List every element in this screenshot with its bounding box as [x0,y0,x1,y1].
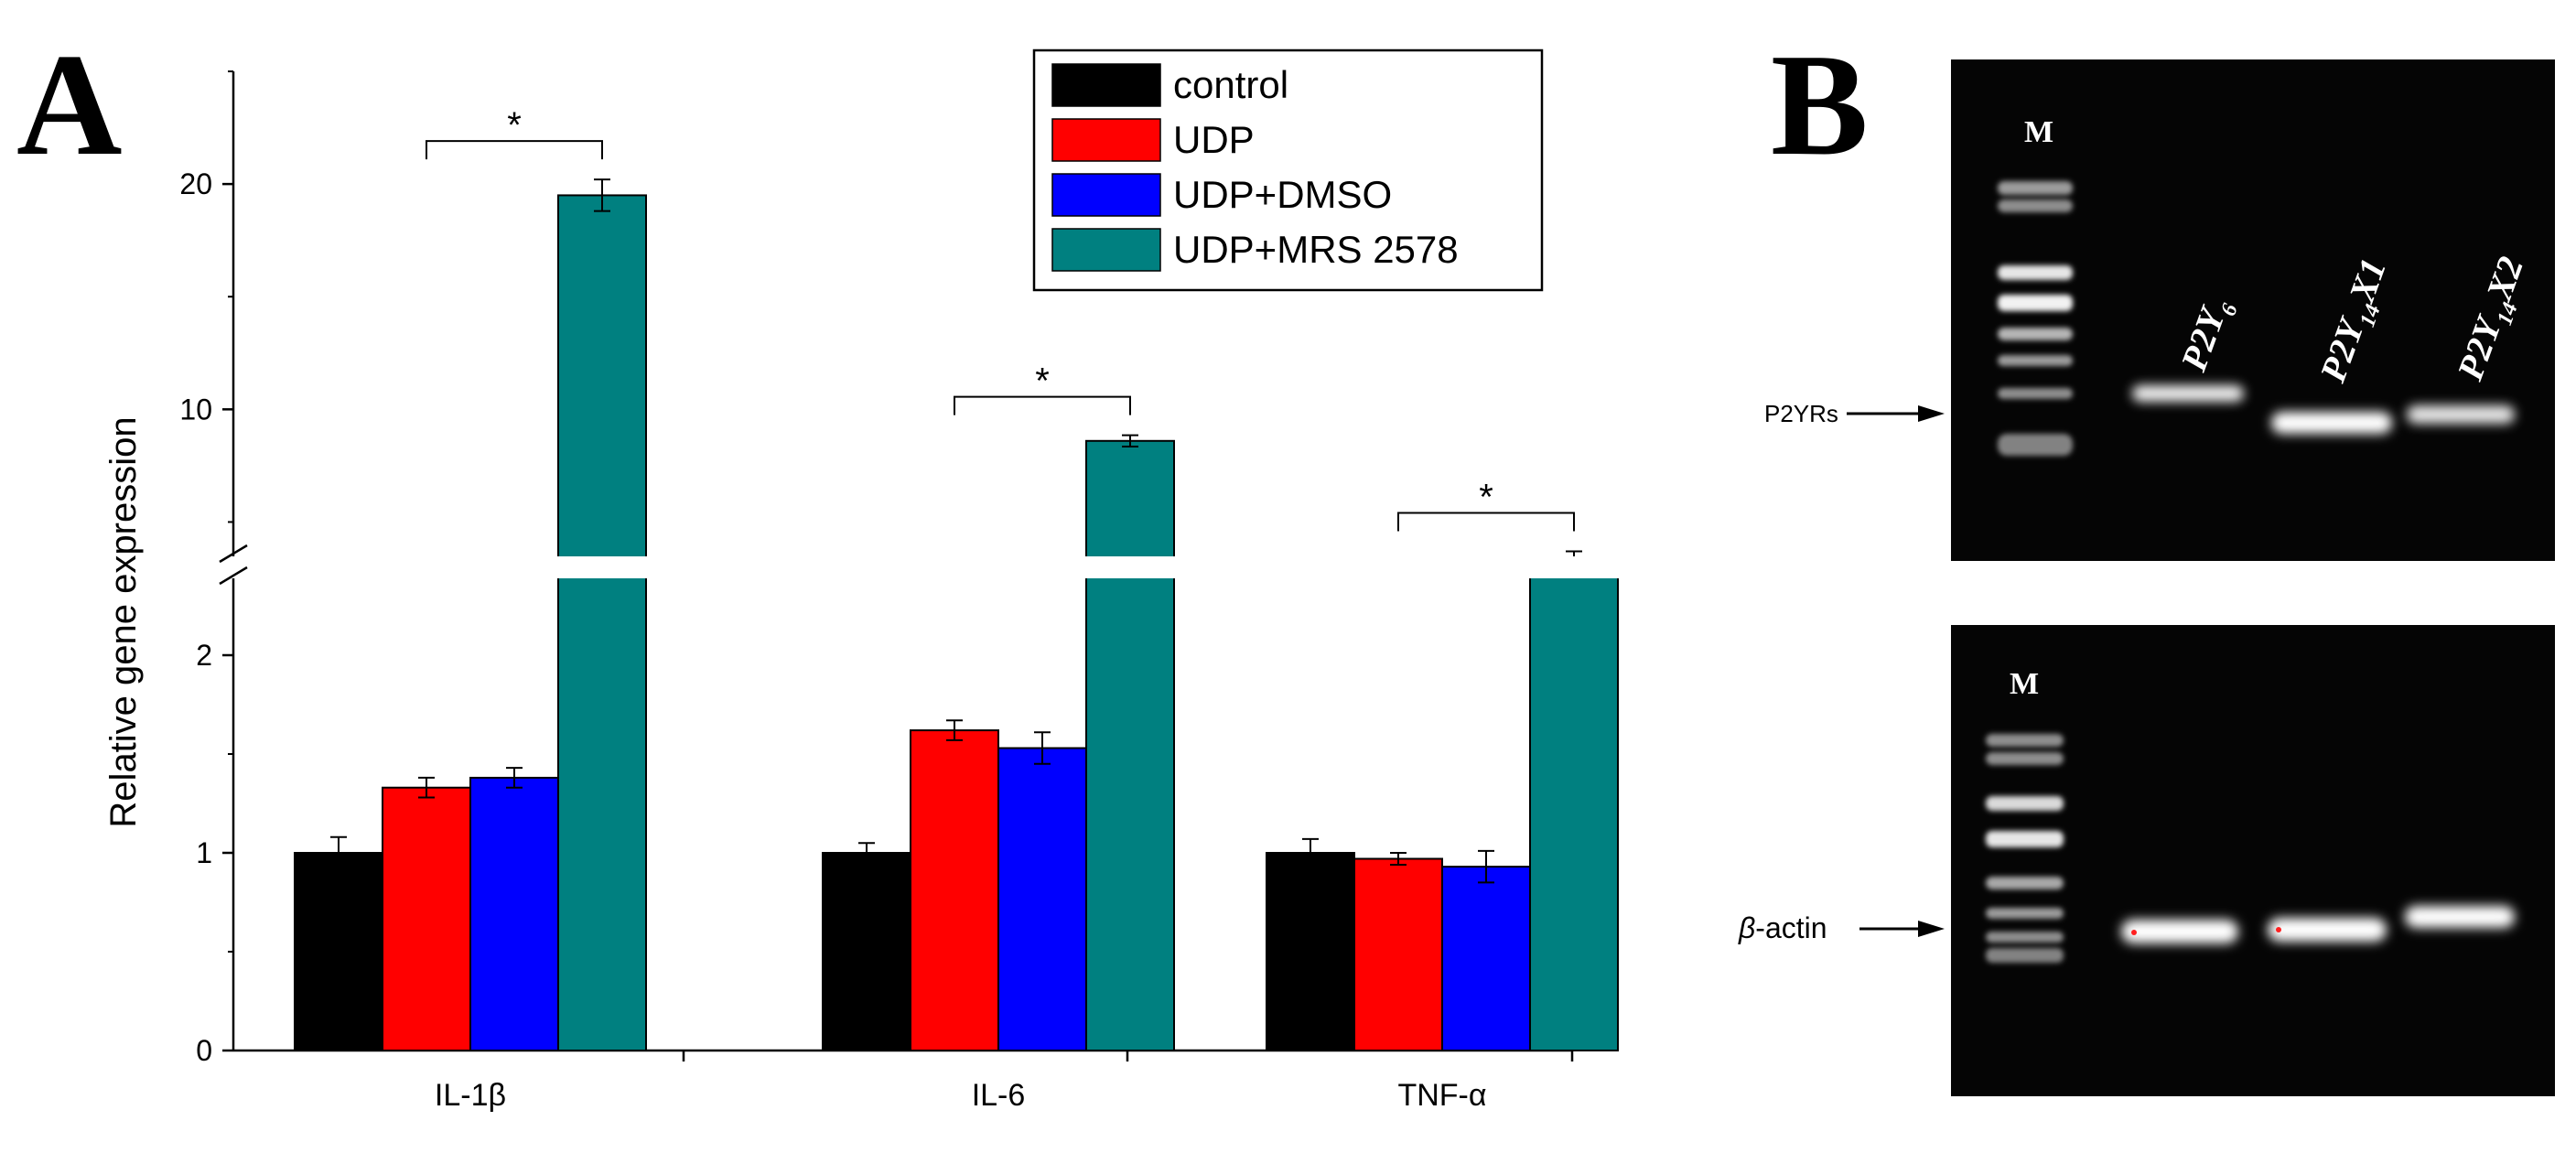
significance-star: * [1035,361,1050,402]
y-tick-label: 20 [179,167,212,200]
significance-bracket [954,395,1131,415]
y-tick-label: 1 [196,836,212,869]
band-actin-3 [2405,906,2515,928]
x-tick-label: IL-1β [435,1078,506,1113]
band-actin-1 [2121,920,2238,943]
legend: control UDP UDP+DMSO UDP+MRS 2578 [1032,48,1544,292]
bar [1529,561,1619,1051]
ladder-band [1986,877,2064,889]
panel-b-letter: B [1771,23,1869,186]
bottom-gel-ladder [1986,734,2064,963]
bars [294,194,1619,1052]
axis-break-mark [219,566,248,586]
y-ticks: 0 1 2 10 20 [179,70,233,1067]
axis-break-mark [219,544,248,564]
legend-swatch [1051,173,1161,217]
bar [1085,439,1175,1051]
legend-label: UDP [1173,118,1255,161]
ladder-band [1986,734,2064,747]
red-spot [2131,930,2137,935]
x-tick-label: TNF-α [1397,1078,1486,1113]
bar [822,852,911,1051]
bar-breaks [556,556,1620,578]
legend-label: UDP+DMSO [1173,173,1392,216]
bar [997,747,1087,1052]
x-tick-labels: IL-1β IL-6 TNF-α [435,1078,1487,1113]
bar [294,852,383,1051]
y-axis-label: Relative gene expression [103,416,144,827]
ladder-band [1998,199,2073,212]
bar [469,776,559,1051]
bottom-gel-marker-label: M [2010,667,2039,701]
ladder-band [1998,388,2073,399]
legend-label: UDP+MRS 2578 [1173,228,1459,271]
actin-text: -actin [1755,911,1827,944]
bar [1266,852,1355,1051]
bar [1353,857,1443,1051]
bar-break-gap [1084,556,1176,578]
ladder-band [1986,948,2064,963]
bottom-gel-image [1951,625,2555,1096]
ladder-band [1986,932,2064,943]
bar-break-gap [1528,556,1620,578]
ladder-band [1998,181,2073,195]
ladder-band [1998,265,2073,280]
significance-bracket [426,140,603,160]
ladder-band [1986,908,2064,919]
significance-brackets: * * * [426,105,1575,532]
legend-swatch [1051,63,1161,107]
bottom-gel-arrow [1859,921,1945,937]
ladder-band [1998,295,2073,311]
significance-bracket [1397,512,1575,532]
bar [910,729,999,1052]
error-bars [330,178,1582,884]
top-gel-marker-label: M [2024,115,2053,149]
bar [557,194,647,1051]
significance-star: * [507,105,522,145]
ladder-band [1998,328,2073,340]
x-tick-label: IL-6 [972,1078,1026,1113]
band-actin-2 [2268,918,2387,942]
bar-break-gap [556,556,648,578]
ladder-band [1986,752,2064,765]
panel-a-letter: A [16,23,123,186]
bottom-gel: M β-actin [1738,625,2555,1096]
legend-items: control UDP UDP+DMSO UDP+MRS 2578 [1051,63,1459,272]
ladder-band [1998,355,2073,366]
band-p2y14x2 [2407,405,2515,424]
band-p2y14x1 [2271,412,2392,434]
top-gel-arrow [1847,405,1945,422]
ladder-band [1986,796,2064,811]
bar [382,786,471,1051]
legend-label: control [1173,63,1288,106]
y-tick-label: 0 [196,1034,212,1067]
significance-star: * [1479,477,1493,517]
top-gel-bands [2132,385,2515,434]
y-tick-label: 2 [196,639,212,672]
red-spot [2276,927,2281,932]
top-gel-ladder [1998,181,2073,456]
bottom-gel-bands [2121,906,2515,943]
legend-swatch [1051,228,1161,272]
legend-swatch [1051,118,1161,162]
ladder-band [1986,831,2064,847]
band-p2y6 [2132,385,2244,402]
bar [1441,866,1531,1051]
beta-symbol: β [1738,911,1755,944]
bottom-gel-arrow-label: β-actin [1738,911,1827,944]
y-tick-label: 10 [179,393,212,426]
ladder-band [1998,434,2073,456]
top-gel-arrow-label: P2YRs [1764,400,1838,427]
